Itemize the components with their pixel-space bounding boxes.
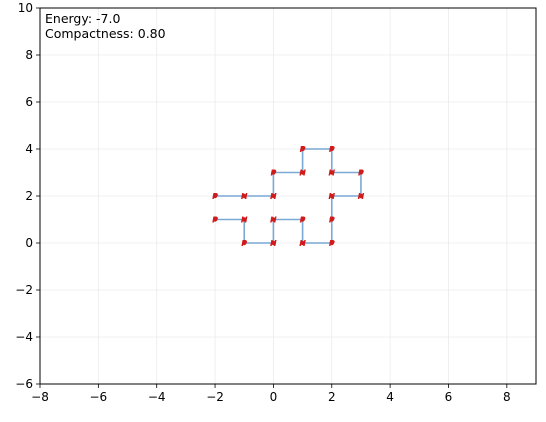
y-tick-label: 4 — [25, 142, 33, 156]
x-tick-label: 6 — [445, 390, 453, 404]
residue-label: P — [212, 216, 218, 225]
y-tick-label: 10 — [18, 1, 33, 15]
x-tick-label: 2 — [328, 390, 336, 404]
residue-label: H — [358, 192, 365, 201]
residue-label: P — [358, 169, 364, 178]
residue-point — [271, 193, 276, 199]
chain-line — [215, 148, 362, 244]
residue-label: H — [270, 239, 277, 248]
residue-point — [300, 170, 305, 175]
residue-label: H — [328, 169, 335, 178]
x-tick-label: 8 — [503, 390, 511, 404]
residue-label: H — [270, 192, 277, 201]
grid-layer — [39, 7, 536, 385]
residue-point — [300, 146, 305, 152]
residue-point — [242, 240, 247, 246]
residue-point — [271, 240, 276, 246]
x-tick-label: −8 — [31, 390, 49, 404]
residue-label: H — [299, 169, 306, 178]
x-tick-label: 4 — [386, 390, 394, 404]
residue-point — [212, 217, 218, 222]
residue-point — [271, 170, 276, 175]
residue-label: H — [241, 216, 248, 225]
compactness-annotation: Compactness: 0.80 — [45, 26, 166, 41]
series-layer — [215, 148, 362, 244]
residue-point — [329, 170, 334, 175]
residue-label: P — [329, 239, 335, 248]
energy-annotation: Energy: -7.0 — [45, 11, 120, 26]
marker-layer: P H H P H P P H P H H P P H P H H P H P — [212, 145, 364, 248]
y-tick-label: 8 — [25, 48, 33, 62]
x-tick-label: −6 — [90, 390, 108, 404]
residue-point — [212, 193, 218, 199]
residue-label: P — [300, 216, 306, 225]
residue-label: P — [270, 169, 276, 178]
residue-label: H — [241, 192, 248, 201]
residue-point — [271, 217, 276, 222]
residue-label: P — [212, 192, 218, 201]
residue-label: P — [329, 145, 335, 154]
residue-label: H — [270, 216, 277, 225]
residue-point — [329, 217, 334, 222]
residue-point — [300, 240, 305, 246]
residue-point — [358, 170, 364, 175]
residue-label: H — [299, 239, 306, 248]
residue-point — [242, 193, 247, 199]
y-tick-label: −2 — [15, 283, 33, 297]
residue-point — [242, 217, 247, 222]
y-tick-label: 0 — [25, 236, 33, 250]
residue-point — [329, 146, 334, 152]
residue-label: H — [328, 192, 335, 201]
residue-label: P — [329, 216, 335, 225]
residue-point — [300, 217, 305, 222]
residue-label: P — [300, 145, 306, 154]
y-tick-label: −6 — [15, 377, 33, 391]
x-tick-label: −4 — [148, 390, 166, 404]
x-tick-label: −2 — [206, 390, 224, 404]
x-tick-label: 0 — [270, 390, 278, 404]
y-tick-label: 2 — [25, 189, 33, 203]
residue-point — [329, 240, 334, 246]
residue-label: P — [241, 239, 247, 248]
residue-point — [329, 193, 334, 199]
y-tick-label: −4 — [15, 330, 33, 344]
y-tick-label: 6 — [25, 95, 33, 109]
residue-point — [358, 193, 364, 199]
